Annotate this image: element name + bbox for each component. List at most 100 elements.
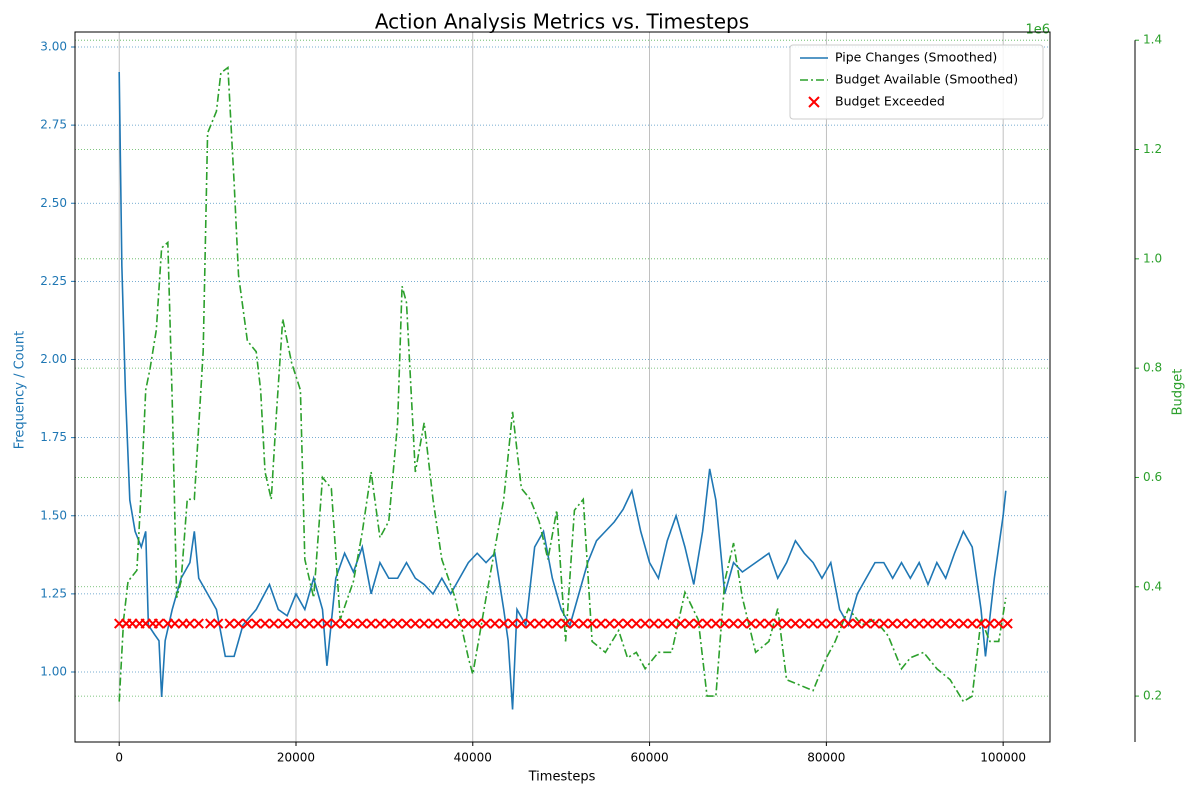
scatter-marker: [463, 618, 474, 629]
scatter-marker: [445, 618, 456, 629]
y2-tick-label: 0.8: [1143, 361, 1162, 375]
scatter-marker: [975, 618, 987, 629]
scatter-marker: [184, 618, 196, 629]
y-tick-label: 1.00: [40, 665, 67, 679]
scatter-marker: [304, 618, 315, 629]
scatter-marker: [781, 618, 792, 629]
scatter-marker: [940, 618, 951, 629]
y-tick-label: 1.50: [40, 508, 67, 522]
legend-box: [789, 44, 1044, 120]
scatter-marker: [1002, 618, 1013, 629]
scatter-marker: [418, 618, 430, 629]
scatter-marker: [286, 618, 297, 629]
scatter-marker: [913, 618, 925, 629]
scatter-marker: [357, 618, 368, 629]
scatter-marker: [807, 618, 819, 629]
legend-label: Budget Exceeded: [835, 94, 945, 109]
y2-tick-label: 0.2: [1143, 689, 1162, 703]
scatter-marker: [701, 618, 713, 629]
scatter-marker: [471, 618, 483, 629]
scatter-marker: [993, 618, 1004, 629]
scatter-marker: [268, 618, 280, 629]
scatter-marker: [666, 618, 677, 629]
y2-tick-label: 1.0: [1143, 251, 1162, 265]
scatter-marker: [348, 618, 359, 629]
y2-tick-label: 0.6: [1143, 470, 1162, 484]
y-tick-label: 2.75: [40, 118, 67, 132]
scatter-marker: [613, 618, 624, 629]
scatter-marker: [224, 618, 235, 629]
x-tick-label: 80000: [807, 751, 845, 765]
scatter-marker: [401, 618, 412, 629]
scatter-marker: [233, 618, 244, 629]
scatter-marker: [251, 618, 262, 629]
scatter-marker: [259, 618, 271, 629]
scatter-marker: [569, 618, 580, 629]
y2-axis-label: Budget: [1171, 369, 1186, 416]
scatter-marker: [675, 618, 686, 629]
y-tick-label: 2.25: [40, 274, 67, 288]
scatter-marker: [383, 618, 395, 629]
scatter-marker: [825, 618, 836, 629]
scatter-marker: [754, 618, 766, 629]
x-tick-label: 100000: [980, 751, 1026, 765]
x-tick-label: 60000: [630, 751, 668, 765]
x-tick-label: 0: [115, 751, 123, 765]
y-tick-label: 3.00: [40, 40, 67, 54]
scatter-marker: [860, 618, 872, 629]
scatter-marker: [949, 618, 960, 629]
scatter-marker: [816, 618, 828, 629]
y-tick-label: 1.25: [40, 586, 67, 600]
scatter-marker: [212, 618, 224, 629]
y-tick-label: 2.50: [40, 196, 67, 210]
scatter-marker: [277, 618, 288, 629]
scatter-marker: [153, 618, 165, 629]
scatter-marker: [392, 618, 403, 629]
scatter-marker: [922, 618, 934, 629]
x-tick-label: 40000: [454, 751, 492, 765]
scatter-marker: [622, 618, 633, 629]
x-axis-label: Timesteps: [528, 770, 596, 785]
scatter-marker: [480, 618, 492, 629]
y-tick-label: 1.75: [40, 430, 67, 444]
scatter-marker: [489, 618, 501, 629]
scatter-marker: [374, 618, 386, 629]
scatter-marker: [878, 618, 890, 629]
scatter-marker: [169, 618, 181, 629]
scatter-marker: [931, 618, 943, 629]
scatter-marker: [525, 618, 536, 629]
scatter-marker: [339, 618, 350, 629]
scatter-marker: [560, 618, 571, 629]
scatter-marker: [728, 618, 739, 629]
scatter-marker: [763, 618, 775, 629]
scatter-marker: [454, 618, 465, 629]
scatter-marker: [365, 618, 377, 629]
legend-swatch: [808, 96, 820, 108]
scatter-marker: [958, 618, 969, 629]
scatter-marker: [436, 618, 448, 629]
scatter-marker: [498, 618, 509, 629]
scatter-marker: [533, 618, 545, 629]
scatter-marker: [604, 618, 615, 629]
scatter-marker: [542, 618, 554, 629]
scatter-marker: [984, 618, 996, 629]
scatter-marker: [692, 618, 704, 629]
scatter-marker: [737, 618, 748, 629]
chart-title: Action Analysis Metrics vs. Timesteps: [375, 10, 749, 34]
scatter-marker: [205, 618, 216, 629]
y2-tick-label: 1.2: [1143, 142, 1162, 156]
scatter-marker: [410, 618, 421, 629]
scatter-marker: [905, 618, 916, 629]
scatter-marker: [746, 618, 757, 629]
scatter-marker: [799, 618, 810, 629]
scatter-marker: [321, 618, 333, 629]
series-line: [118, 65, 1007, 703]
scatter-marker: [330, 618, 341, 629]
scatter-marker: [843, 618, 854, 629]
x-tick-label: 20000: [277, 751, 315, 765]
scatter-marker: [896, 618, 907, 629]
scatter-marker: [684, 618, 695, 629]
scatter-marker: [790, 618, 801, 629]
y2-offset-label: 1e6: [1025, 23, 1050, 38]
